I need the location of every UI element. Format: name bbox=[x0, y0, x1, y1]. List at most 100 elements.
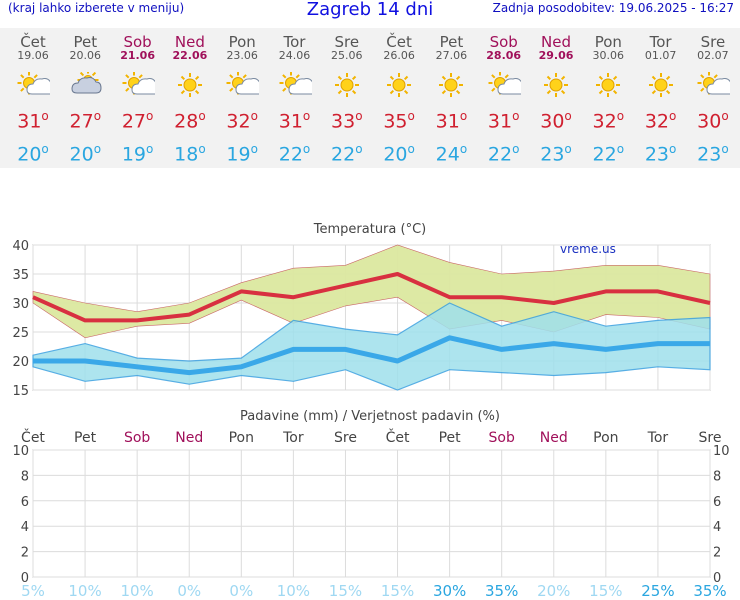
precip-y-tick-left: 10 bbox=[12, 444, 29, 459]
precip-probability: 25% bbox=[641, 582, 674, 600]
max-temp: 32o bbox=[592, 109, 625, 133]
day-column: Čet 19.06 31o 20o bbox=[7, 28, 59, 167]
max-temp: 31o bbox=[487, 109, 520, 133]
max-temp: 31o bbox=[17, 109, 49, 133]
min-temp: 22o bbox=[278, 142, 311, 166]
day-date: 26.06 bbox=[383, 49, 415, 62]
day-column: Sob 28.06 31o 22o bbox=[478, 28, 530, 167]
precip-day-label: Čet bbox=[386, 428, 410, 446]
max-temp: 33o bbox=[331, 109, 363, 133]
min-temp: 24o bbox=[435, 142, 468, 166]
day-column: Pon 23.06 32o 19o bbox=[216, 28, 268, 167]
min-temp: 18o bbox=[174, 142, 206, 166]
temperature-y-tick: 15 bbox=[12, 384, 29, 399]
day-column: Pet 20.06 27o 20o bbox=[59, 28, 111, 167]
day-name: Ned bbox=[541, 33, 571, 51]
precip-probability: 20% bbox=[537, 582, 570, 600]
forecast-strip: Čet 19.06 31o 20o Pet 20.06 27o 20o Sob 21.06 27o 1… bbox=[0, 28, 740, 168]
precip-y-tick-right: 8 bbox=[713, 469, 721, 484]
max-temp: 30o bbox=[697, 109, 729, 133]
day-date: 30.06 bbox=[592, 49, 625, 62]
day-name: Ned bbox=[174, 33, 205, 51]
day-name: Tor bbox=[649, 33, 672, 51]
min-temp: 23o bbox=[697, 142, 729, 166]
precip-probability: 35% bbox=[485, 582, 518, 600]
precip-probability: 15% bbox=[381, 582, 414, 600]
precip-probability: 30% bbox=[433, 582, 466, 600]
precip-y-tick-left: 0 bbox=[21, 571, 29, 586]
temperature-y-tick: 25 bbox=[12, 326, 29, 341]
precipitation-chart-title: Padavine (mm) / Verjetnost padavin (%) bbox=[240, 409, 500, 424]
day-date: 25.06 bbox=[331, 49, 363, 62]
max-temp: 31o bbox=[278, 109, 311, 133]
day-date: 19.06 bbox=[17, 49, 49, 62]
day-column: Sre 02.07 30o 23o bbox=[687, 28, 739, 167]
precip-probability: 10% bbox=[68, 582, 101, 600]
day-name: Pet bbox=[73, 33, 98, 51]
precip-day-label: Pet bbox=[439, 430, 462, 446]
max-temp: 30o bbox=[540, 109, 572, 133]
sun-icon bbox=[387, 73, 412, 97]
precip-probability: 15% bbox=[329, 582, 362, 600]
day-date: 01.07 bbox=[644, 49, 677, 62]
sun-cloud-icon bbox=[488, 72, 521, 95]
day-date: 28.06 bbox=[486, 49, 522, 62]
max-temp: 27o bbox=[121, 109, 154, 133]
min-temp: 20o bbox=[17, 142, 49, 166]
min-temp: 20o bbox=[383, 142, 415, 166]
precip-day-label: Tor bbox=[647, 430, 669, 446]
precip-y-tick-right: 2 bbox=[713, 546, 721, 561]
max-temp: 32o bbox=[226, 109, 258, 133]
precip-day-label: Čet bbox=[21, 428, 45, 446]
precip-day-label: Ned bbox=[175, 430, 203, 446]
last-update: Zadnja posodobitev: 19.06.2025 - 16:27 bbox=[492, 1, 734, 15]
min-temp: 22o bbox=[592, 142, 625, 166]
day-column: Čet 26.06 35o 20o bbox=[373, 28, 425, 167]
sun-icon bbox=[648, 73, 673, 97]
day-column: Ned 22.06 28o 18o bbox=[164, 28, 216, 167]
day-date: 22.06 bbox=[172, 49, 208, 62]
top-bar: (kraj lahko izberete v meniju) Zagreb 14… bbox=[0, 0, 740, 22]
max-temp-line bbox=[32, 272, 711, 323]
min-temp: 23o bbox=[644, 142, 677, 166]
watermark: vreme.us bbox=[560, 242, 616, 256]
day-column: Tor 01.07 32o 23o bbox=[635, 28, 687, 167]
precip-day-label: Pet bbox=[74, 430, 97, 446]
min-temp-line bbox=[33, 335, 710, 376]
min-temp: 20o bbox=[69, 142, 102, 166]
day-name: Sre bbox=[700, 33, 726, 51]
precip-y-tick-left: 8 bbox=[21, 469, 29, 484]
day-date: 02.07 bbox=[697, 49, 729, 62]
max-temp: 27o bbox=[69, 109, 102, 133]
sun-cloud-icon bbox=[122, 72, 155, 95]
temperature-y-tick: 40 bbox=[12, 239, 29, 254]
sun-cloud-icon bbox=[279, 72, 312, 95]
day-column: Pet 27.06 31o 24o bbox=[425, 28, 477, 167]
max-temp: 31o bbox=[435, 109, 468, 133]
precip-day-label: Ned bbox=[540, 430, 568, 446]
day-date: 21.06 bbox=[120, 49, 155, 62]
day-date: 24.06 bbox=[278, 49, 311, 62]
precip-y-tick-left: 2 bbox=[21, 546, 29, 561]
sun-icon bbox=[334, 73, 359, 97]
day-date: 27.06 bbox=[435, 49, 468, 62]
precip-y-tick-left: 6 bbox=[21, 495, 29, 510]
precip-day-label: Sob bbox=[489, 430, 515, 446]
precip-y-tick-left: 4 bbox=[21, 520, 29, 535]
precip-day-label: Sre bbox=[334, 430, 357, 446]
temperature-y-tick: 30 bbox=[12, 297, 29, 312]
precip-y-tick-right: 10 bbox=[713, 444, 730, 459]
day-name: Sre bbox=[334, 33, 360, 51]
day-column: Sob 21.06 27o 19o bbox=[112, 28, 164, 167]
sun-icon bbox=[544, 73, 568, 97]
max-temp: 28o bbox=[174, 109, 206, 133]
sun-icon bbox=[596, 73, 621, 97]
day-date: 29.06 bbox=[538, 49, 574, 62]
temperature-y-tick: 35 bbox=[12, 268, 29, 283]
precip-probability: 10% bbox=[277, 582, 310, 600]
day-column: Sre 25.06 33o 22o bbox=[321, 28, 373, 167]
temperature-y-tick: 20 bbox=[12, 355, 29, 370]
sun-icon bbox=[177, 73, 202, 97]
day-date: 23.06 bbox=[226, 49, 258, 62]
